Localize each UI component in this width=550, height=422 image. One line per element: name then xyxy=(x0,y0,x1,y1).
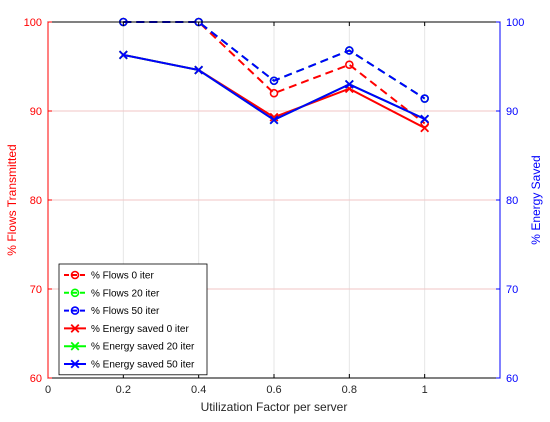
y-left-tick-label: 80 xyxy=(30,195,42,207)
y-axis-right-label: % Energy Saved xyxy=(529,155,543,244)
legend-label: % Energy saved 0 iter xyxy=(91,324,189,335)
point-energy-saved-50-iter xyxy=(118,50,128,60)
point-flows-50-iter xyxy=(420,94,429,103)
point-flows-0-iter xyxy=(269,88,279,98)
point-flows-50-iter xyxy=(269,76,279,86)
x-tick-label: 0.2 xyxy=(116,384,131,396)
x-tick-label: 0.6 xyxy=(266,384,281,396)
legend-marker-flows-20-iter xyxy=(70,288,80,298)
y-right-tick-label: 80 xyxy=(506,195,518,207)
legend-label: % Flows 50 iter xyxy=(91,306,160,317)
y-right-tick-label: 70 xyxy=(506,284,518,296)
y-left-tick-label: 60 xyxy=(30,373,42,385)
point-energy-saved-50-iter xyxy=(269,115,279,125)
point-energy-saved-50-iter xyxy=(344,79,354,89)
y-right-tick-label: 100 xyxy=(506,17,524,29)
legend-marker-flows-50-iter xyxy=(70,306,80,315)
x-tick-label: 0.8 xyxy=(342,384,357,396)
point-energy-saved-0-iter xyxy=(420,123,430,133)
legend-label: % Flows 0 iter xyxy=(91,271,154,282)
legend-label: % Energy saved 20 iter xyxy=(91,342,195,353)
y-right-tick-label: 90 xyxy=(506,106,518,118)
y-right-tick-label: 60 xyxy=(506,373,518,385)
legend-label: % Flows 20 iter xyxy=(91,288,160,299)
y-left-tick-label: 90 xyxy=(30,106,42,118)
point-flows-0-iter xyxy=(345,60,354,70)
legend-marker-energy-saved-0-iter xyxy=(70,323,80,333)
x-tick-label: 1 xyxy=(422,384,428,396)
series-line-flows-50-iter xyxy=(123,21,426,100)
legend-box xyxy=(58,263,208,376)
point-flows-50-iter xyxy=(345,46,354,55)
legend-label: % Energy saved 50 iter xyxy=(91,360,195,371)
point-energy-saved-50-iter xyxy=(194,65,204,75)
series-line-flows-0-iter xyxy=(123,21,426,125)
legend-marker-energy-saved-50-iter xyxy=(70,359,80,369)
x-axis-label: Utilization Factor per server xyxy=(201,400,348,414)
legend-marker-flows-0-iter xyxy=(70,270,80,280)
y-left-tick-label: 100 xyxy=(24,17,42,29)
point-energy-saved-50-iter xyxy=(420,114,430,124)
y-left-tick-label: 70 xyxy=(30,284,42,296)
legend: % Flows 0 iter % Flows 20 iter % Flows 50 … xyxy=(58,263,208,376)
y-axis-left-label: % Flows Transmitted xyxy=(5,144,19,255)
x-tick-label: 0.4 xyxy=(191,384,206,396)
legend-marker-energy-saved-20-iter xyxy=(70,341,80,351)
x-tick-label: 0 xyxy=(45,384,51,396)
axes: 0 0.2 0.4 0.6 0.8 1 60 70 80 90 100 60 70 80 90 100 xyxy=(24,17,525,396)
